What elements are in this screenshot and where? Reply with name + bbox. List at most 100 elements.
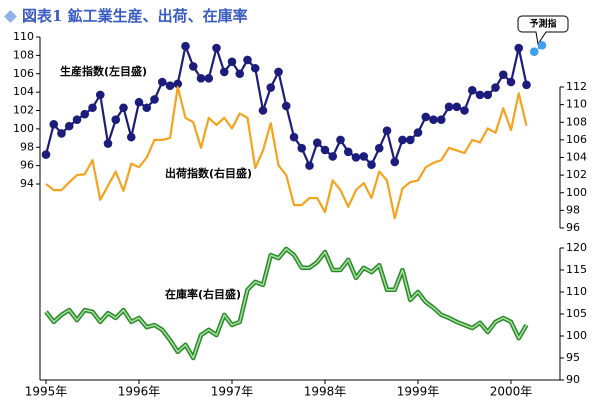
series-marker — [297, 143, 307, 153]
y3-tick-label: 95 — [566, 351, 580, 364]
series-marker — [150, 95, 159, 104]
annotation: 生産指数(左目盛) — [60, 64, 147, 78]
y2-tick-label: 98 — [566, 203, 580, 216]
series-marker — [436, 115, 446, 124]
series-marker — [196, 74, 206, 83]
series-marker — [429, 115, 438, 124]
series-marker — [204, 74, 214, 83]
y-tick-label: 102 — [13, 104, 34, 117]
y2-tick-label: 108 — [566, 115, 587, 128]
series-marker — [514, 43, 524, 53]
series-marker — [483, 90, 493, 100]
y3-tick-label: 110 — [566, 285, 587, 298]
series-marker — [491, 83, 500, 92]
series-marker — [142, 103, 152, 113]
series-marker — [444, 102, 454, 112]
series-marker — [382, 126, 392, 136]
x-tick-label: 1996年 — [118, 385, 161, 399]
series-marker — [289, 132, 299, 142]
series-marker — [243, 55, 252, 65]
series-marker — [359, 152, 369, 161]
series-marker — [498, 70, 508, 79]
x-tick-label: 1995年 — [25, 385, 68, 399]
annotation: 出荷指数(右目盛) — [165, 166, 252, 180]
title-icon — [4, 10, 17, 23]
series-marker — [467, 85, 477, 95]
callout — [517, 15, 569, 46]
series-marker — [351, 153, 361, 162]
series-marker — [343, 147, 353, 157]
y3-tick-label: 105 — [566, 307, 587, 320]
y2-tick-label: 106 — [566, 133, 587, 146]
y3-tick-label: 100 — [566, 329, 587, 342]
series-marker — [126, 132, 136, 142]
series-marker — [421, 112, 431, 122]
chart-title: 図表1 鉱工業生産、出荷、在庫率 — [22, 7, 248, 25]
series-marker — [188, 62, 198, 71]
series-marker — [157, 77, 167, 87]
series-marker — [452, 102, 462, 112]
series-marker — [103, 139, 113, 148]
series-line — [44, 246, 529, 361]
series-marker — [250, 63, 260, 73]
series-marker — [119, 103, 128, 113]
series-marker — [111, 115, 121, 124]
series-marker — [173, 79, 183, 89]
series-marker — [49, 119, 59, 129]
series-line — [45, 85, 528, 220]
annotation: 在庫率(右目盛) — [165, 287, 241, 301]
y2-tick-label: 112 — [566, 80, 587, 93]
series-marker — [537, 40, 547, 50]
y-tick-label: 100 — [13, 122, 34, 135]
series-marker — [258, 106, 268, 115]
series-line — [45, 248, 528, 359]
series-marker — [57, 129, 66, 138]
y-tick-label: 98 — [20, 140, 34, 153]
y2-tick-label: 110 — [566, 98, 587, 111]
series-marker — [522, 80, 531, 90]
series-marker — [367, 160, 376, 170]
series-marker — [328, 152, 338, 161]
series-marker — [235, 69, 245, 79]
series-marker — [312, 138, 322, 147]
series-marker — [336, 135, 345, 145]
x-tick-label: 1998年 — [304, 385, 347, 399]
series-marker — [181, 41, 190, 51]
series-marker — [274, 67, 283, 77]
series-marker — [506, 77, 516, 87]
series-marker — [227, 57, 237, 67]
series-marker — [305, 161, 314, 170]
x-tick-label: 1997年 — [211, 385, 254, 399]
series-marker — [219, 67, 229, 77]
series-marker — [529, 47, 539, 56]
y2-tick-label: 96 — [566, 221, 580, 234]
series-marker — [374, 143, 384, 153]
y-tick-label: 104 — [13, 85, 34, 98]
series-marker — [320, 145, 330, 155]
series-marker — [390, 157, 400, 167]
y-tick-label: 110 — [13, 30, 34, 43]
annotation: 予測指 — [529, 18, 556, 30]
y2-tick-label: 100 — [566, 186, 587, 199]
series-marker — [212, 43, 221, 53]
series-marker — [80, 109, 90, 119]
y3-tick-label: 90 — [566, 373, 580, 386]
y-tick-label: 108 — [13, 48, 34, 61]
series-marker — [413, 128, 423, 137]
y-tick-label: 96 — [20, 159, 34, 172]
y-tick-label: 94 — [20, 177, 34, 190]
series-marker — [281, 101, 291, 111]
x-tick-label: 2000年 — [490, 385, 533, 399]
x-tick-label: 1999年 — [397, 385, 440, 399]
series-marker — [266, 83, 276, 92]
series-marker — [460, 106, 469, 115]
series-marker — [88, 103, 97, 113]
series-marker — [64, 121, 74, 131]
series-marker — [165, 81, 175, 90]
series-marker — [475, 90, 485, 100]
series-marker — [398, 135, 407, 145]
series-marker — [405, 135, 415, 145]
y2-tick-label: 104 — [566, 151, 587, 164]
series-marker — [72, 115, 82, 124]
